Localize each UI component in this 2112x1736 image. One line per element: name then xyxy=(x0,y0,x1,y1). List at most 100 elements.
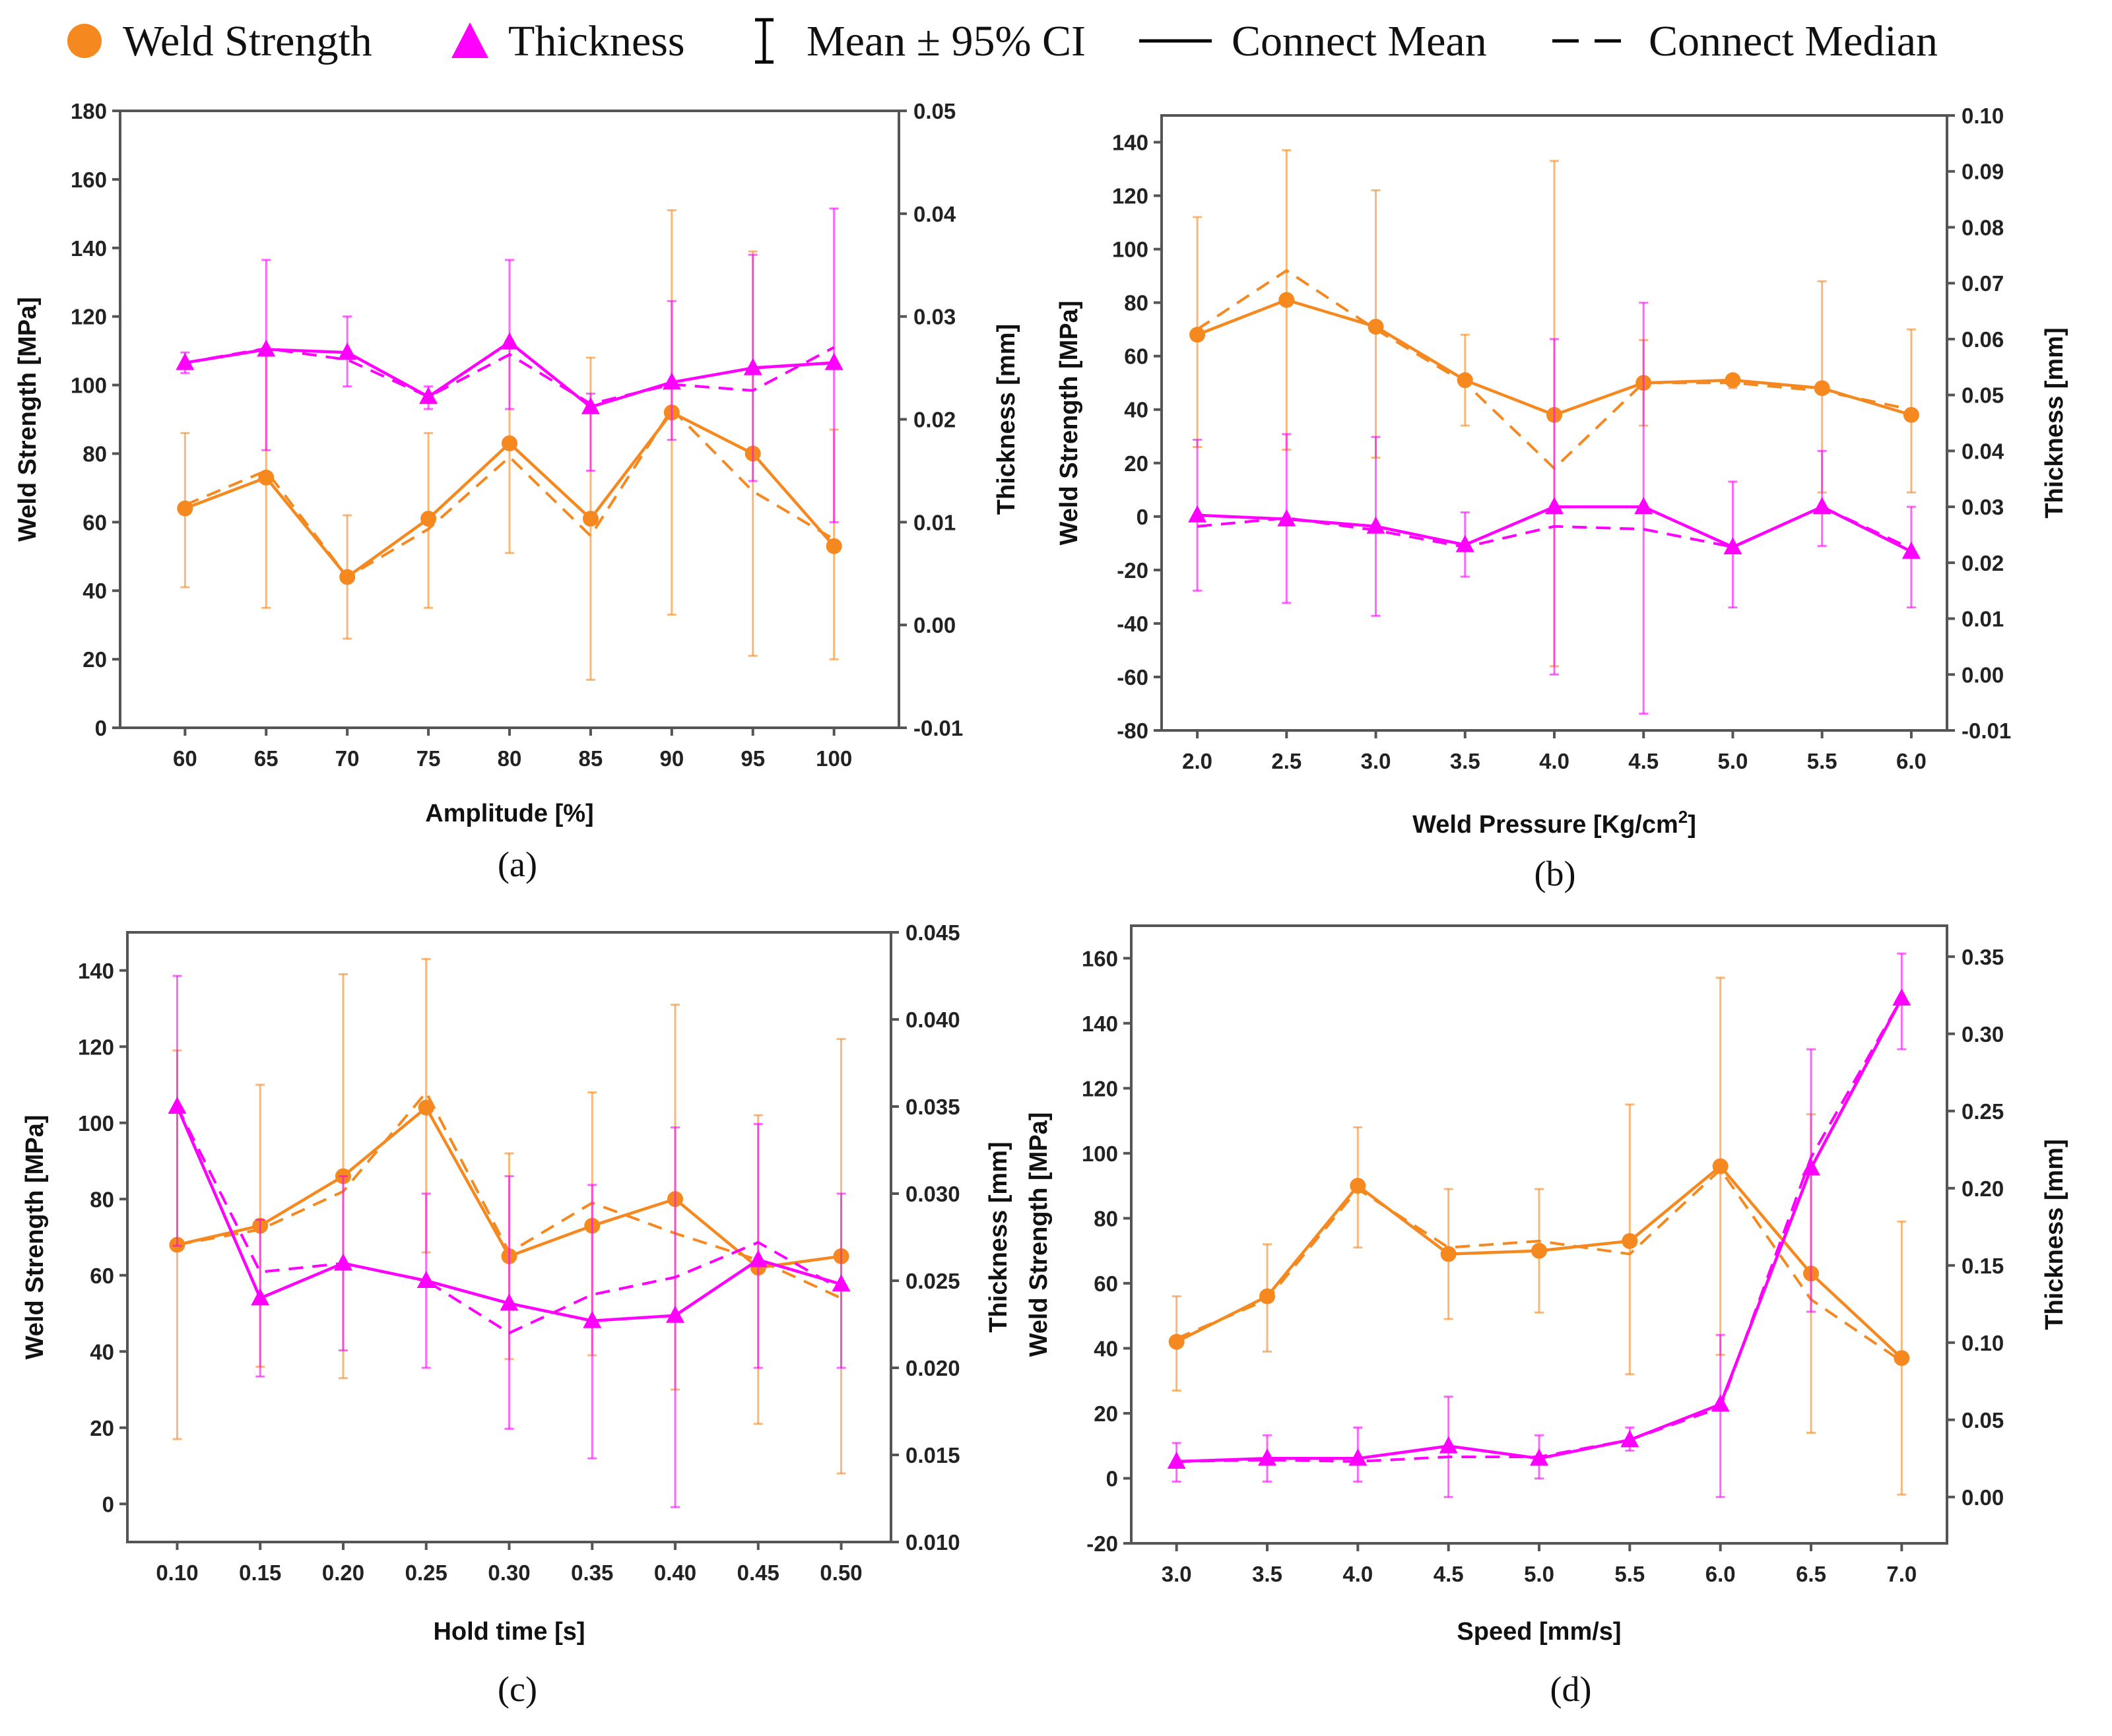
y2-tick-label: 0.02 xyxy=(913,408,956,432)
thickness-median-line xyxy=(184,346,835,406)
y-tick-label: 60 xyxy=(1094,1271,1118,1296)
y-tick-label: 40 xyxy=(90,1339,114,1364)
strength-point xyxy=(177,500,193,517)
x-tick-label: 3.5 xyxy=(1450,749,1480,773)
thickness-point xyxy=(1455,534,1474,552)
y-tick-label: 120 xyxy=(1082,1076,1118,1101)
y2-tick-label: 0.20 xyxy=(1962,1176,2004,1201)
strength-point xyxy=(1259,1288,1275,1304)
caption-b: (b) xyxy=(1534,854,1576,893)
thickness-point xyxy=(1188,505,1207,523)
y2-axis-label: Thickness [mm] xyxy=(985,1141,1012,1332)
y-tick-label: 100 xyxy=(1082,1141,1118,1166)
y2-tick-label: 0.30 xyxy=(1962,1022,2004,1046)
x-tick-label: 90 xyxy=(659,746,684,771)
y-tick-label: 140 xyxy=(1082,1012,1118,1036)
y2-tick-label: 0.040 xyxy=(906,1008,960,1032)
legend-ci-label: Mean ± 95% CI xyxy=(807,17,1086,65)
x-tick-label: 5.0 xyxy=(1524,1562,1554,1586)
y2-tick-label: -0.01 xyxy=(1962,719,2011,743)
thickness-point xyxy=(251,1288,270,1306)
thickness-point xyxy=(581,397,600,414)
thickness-point xyxy=(1711,1394,1730,1412)
panel-a: 0 20 40 60 80 100 120 140 160 180 -0.01 0.00 0.01 0.0… xyxy=(14,99,1020,827)
thickness-median-line xyxy=(176,1106,842,1335)
strength-point xyxy=(1368,319,1384,335)
y2-tick-label: 0.10 xyxy=(1962,104,2004,128)
thickness-errorbar xyxy=(1806,1048,1816,1313)
strength-point xyxy=(1189,327,1206,343)
x-tick-label: 0.45 xyxy=(737,1560,779,1585)
thickness-point xyxy=(338,342,357,360)
thickness-point xyxy=(1348,1448,1368,1466)
legend-ci-marker xyxy=(755,18,774,64)
strength-point xyxy=(1457,372,1473,389)
panel-b: -80 -60 -40 -20 0 20 40 60 80 100 120 140 -0.01 0.00 0… xyxy=(1055,104,2068,839)
x-tick-label: 95 xyxy=(741,746,765,771)
x-tick-label: 6.0 xyxy=(1705,1562,1736,1586)
thickness-point xyxy=(257,339,276,357)
y-tick-label: 40 xyxy=(1124,398,1148,422)
y2-tick-label: 0.05 xyxy=(1962,1408,2004,1432)
thickness-point xyxy=(1802,1158,1820,1176)
y-tick-label: 120 xyxy=(1112,184,1148,209)
x-tick-label: 60 xyxy=(173,746,197,771)
legend-strength-marker xyxy=(67,24,102,58)
thickness-point xyxy=(168,1097,187,1114)
strength-point xyxy=(1903,406,1919,423)
strength-point xyxy=(1712,1158,1729,1174)
y-tick-label: -20 xyxy=(1086,1531,1118,1556)
thickness-point xyxy=(1277,509,1296,527)
y2-tick-label: 0.35 xyxy=(1962,945,2004,969)
x-tick-label: 6.5 xyxy=(1796,1562,1826,1586)
y2-tick-label: 0.15 xyxy=(1962,1254,2004,1278)
strength-point xyxy=(582,511,599,527)
y2-axis-label: Thickness [mm] xyxy=(993,324,1020,515)
y-tick-label: 80 xyxy=(90,1187,114,1211)
y2-tick-label: 0.04 xyxy=(913,202,956,226)
y-tick-label: 20 xyxy=(90,1416,114,1440)
y2-tick-label: 0.02 xyxy=(1962,551,2004,575)
x-tick-label: 0.20 xyxy=(322,1560,364,1585)
y-tick-label: 140 xyxy=(1112,131,1148,155)
strength-point xyxy=(1814,380,1830,397)
thickness-point xyxy=(1167,1451,1186,1469)
strength-point xyxy=(1440,1246,1457,1262)
thickness-point xyxy=(500,332,519,350)
legend: Weld Strength Thickness Mean ± 95% CI Co… xyxy=(67,17,1938,65)
x-tick-label: 4.5 xyxy=(1434,1562,1464,1586)
thickness-point xyxy=(500,1293,519,1311)
x-axis-label: Speed [mm/s] xyxy=(1457,1618,1621,1646)
thickness-point xyxy=(419,387,438,404)
thickness-point xyxy=(1812,497,1832,515)
y-tick-label: 40 xyxy=(1094,1336,1118,1361)
y-axis-label: Weld Strength [MPa] xyxy=(1055,301,1083,546)
y2-tick-label: 0.035 xyxy=(906,1095,960,1119)
x-tick-label: 0.50 xyxy=(820,1560,862,1585)
thickness-point xyxy=(416,1271,436,1288)
thickness-point xyxy=(1634,497,1653,515)
legend-thickness-marker xyxy=(451,22,488,58)
x-tick-label: 7.0 xyxy=(1886,1562,1917,1586)
y2-axis-label: Thickness [mm] xyxy=(2041,327,2068,518)
y2-tick-label: 0.03 xyxy=(1962,495,2004,519)
y2-tick-label: 0.00 xyxy=(1962,1485,2004,1510)
x-tick-label: 4.0 xyxy=(1342,1562,1373,1586)
x-tick-label: 3.5 xyxy=(1252,1562,1282,1586)
y-tick-label: 80 xyxy=(82,441,107,466)
y2-tick-label: 0.00 xyxy=(1962,662,2004,687)
thickness-point xyxy=(666,1305,685,1323)
y-tick-label: 120 xyxy=(71,305,107,329)
y-tick-label: 80 xyxy=(1124,291,1148,315)
x-axis-label-sup: 2 xyxy=(1678,807,1688,827)
y-tick-label: -60 xyxy=(1117,665,1148,690)
y-tick-label: 60 xyxy=(90,1264,114,1288)
x-tick-label: 65 xyxy=(254,746,279,771)
y-tick-label: 140 xyxy=(78,959,114,983)
x-tick-label: 6.0 xyxy=(1896,749,1927,773)
thickness-point xyxy=(1545,497,1564,515)
y-tick-label: 0 xyxy=(102,1492,114,1516)
x-tick-label: 75 xyxy=(416,746,441,771)
x-tick-label: 70 xyxy=(335,746,360,771)
y2-tick-label: 0.01 xyxy=(913,510,956,534)
